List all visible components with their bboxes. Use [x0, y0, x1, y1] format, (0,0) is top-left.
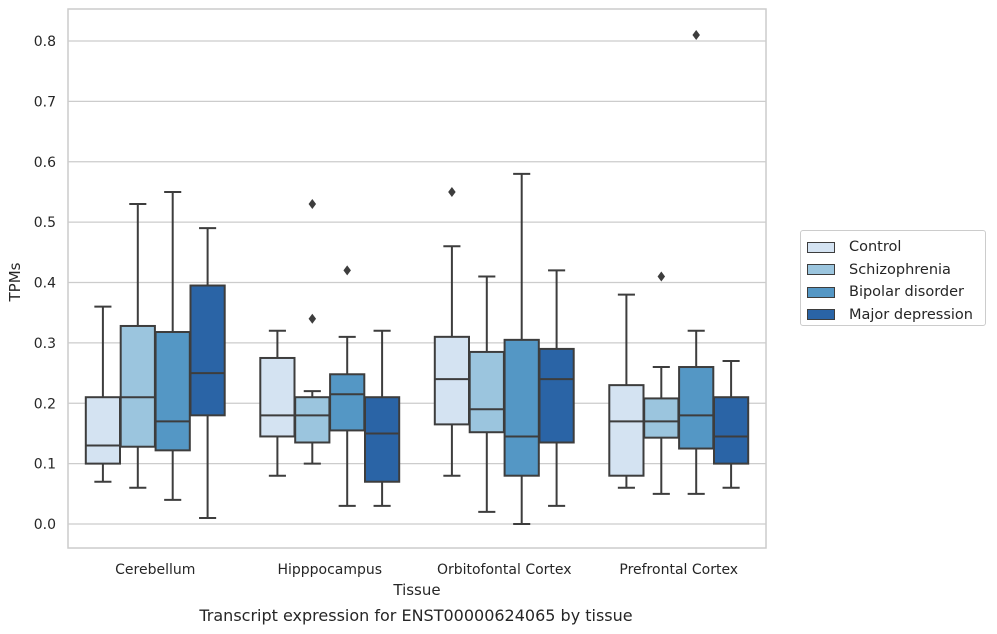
- box-bipolar-disorder: [154, 190, 191, 501]
- box-major-depression: [189, 227, 226, 519]
- y-tick-label: 0.7: [34, 94, 56, 110]
- outlier-point: [692, 29, 700, 40]
- y-axis-label: TPMs: [6, 262, 24, 302]
- x-tick-label: Hipppocampus: [277, 562, 382, 578]
- box-major-depression: [538, 269, 575, 507]
- box-body: [608, 384, 645, 477]
- x-axis-ticks: Cerebellum Hipppocampus Orbitofontal Corte…: [115, 562, 738, 578]
- y-tick-label: 0.2: [34, 396, 56, 412]
- box-control: [84, 305, 122, 483]
- legend-label: Control: [849, 239, 902, 256]
- box-control: [259, 329, 296, 477]
- box-body: [538, 347, 575, 444]
- box-control: [433, 186, 471, 477]
- y-tick-label: 0.8: [34, 34, 56, 50]
- box-body: [643, 397, 680, 439]
- box-body: [433, 335, 471, 426]
- y-tick-label: 0.3: [34, 336, 56, 352]
- box-body: [84, 396, 122, 465]
- outlier-point: [308, 313, 317, 324]
- legend-label: Bipolar disorder: [849, 284, 964, 301]
- legend-swatch: [807, 264, 835, 276]
- y-tick-label: 0.4: [34, 276, 56, 292]
- legend-label: Major depression: [849, 306, 973, 323]
- legend-item: Control: [807, 236, 985, 259]
- box-body: [678, 366, 715, 450]
- outlier-point: [657, 271, 666, 282]
- box-schizophrenia: [643, 271, 680, 495]
- box-body: [468, 350, 505, 434]
- box-schizophrenia: [119, 203, 156, 489]
- x-tick-label: Orbitofontal Cortex: [437, 562, 572, 578]
- legend-label: Schizophrenia: [849, 261, 951, 278]
- box-body: [712, 396, 750, 465]
- box-major-depression: [363, 329, 401, 507]
- box-body: [294, 396, 331, 444]
- chart-caption: Transcript expression for ENST0000062406…: [199, 606, 633, 625]
- legend: Control Schizophrenia Bipolar disorder Majo…: [800, 230, 986, 326]
- box-body: [119, 324, 156, 448]
- legend-item: Schizophrenia: [807, 259, 985, 282]
- box-control: [608, 293, 645, 489]
- outlier-point: [308, 199, 317, 210]
- x-axis-label: Tissue: [392, 581, 440, 599]
- box-schizophrenia: [468, 275, 505, 513]
- box-body: [363, 396, 401, 483]
- y-tick-label: 0.0: [34, 517, 56, 533]
- legend-swatch: [807, 241, 835, 253]
- outlier-point: [343, 265, 351, 276]
- plot-frame: [67, 8, 767, 549]
- y-tick-label: 0.6: [34, 155, 56, 171]
- box-schizophrenia: [294, 199, 331, 465]
- box-body: [503, 338, 540, 477]
- box-body: [259, 356, 296, 438]
- box-bipolar-disorder: [678, 29, 715, 495]
- y-tick-label: 0.5: [34, 215, 56, 231]
- box-major-depression: [712, 359, 750, 489]
- y-axis-ticks: 0.0 0.1 0.2 0.3 0.4 0.5 0.6 0.7 0.8: [34, 34, 56, 533]
- box-body: [154, 331, 191, 452]
- legend-item: Bipolar disorder: [807, 281, 985, 304]
- box-body: [189, 284, 226, 417]
- box-body: [329, 373, 366, 432]
- x-tick-label: Cerebellum: [115, 562, 195, 578]
- box-bipolar-disorder: [503, 172, 540, 525]
- box-groups: [84, 29, 750, 525]
- legend-swatch: [807, 309, 835, 321]
- y-tick-label: 0.1: [34, 457, 56, 473]
- legend-swatch: [807, 286, 835, 298]
- legend-item: Major depression: [807, 304, 985, 327]
- outlier-point: [448, 186, 456, 197]
- box-bipolar-disorder: [329, 265, 366, 507]
- x-tick-label: Prefrontal Cortex: [619, 562, 738, 578]
